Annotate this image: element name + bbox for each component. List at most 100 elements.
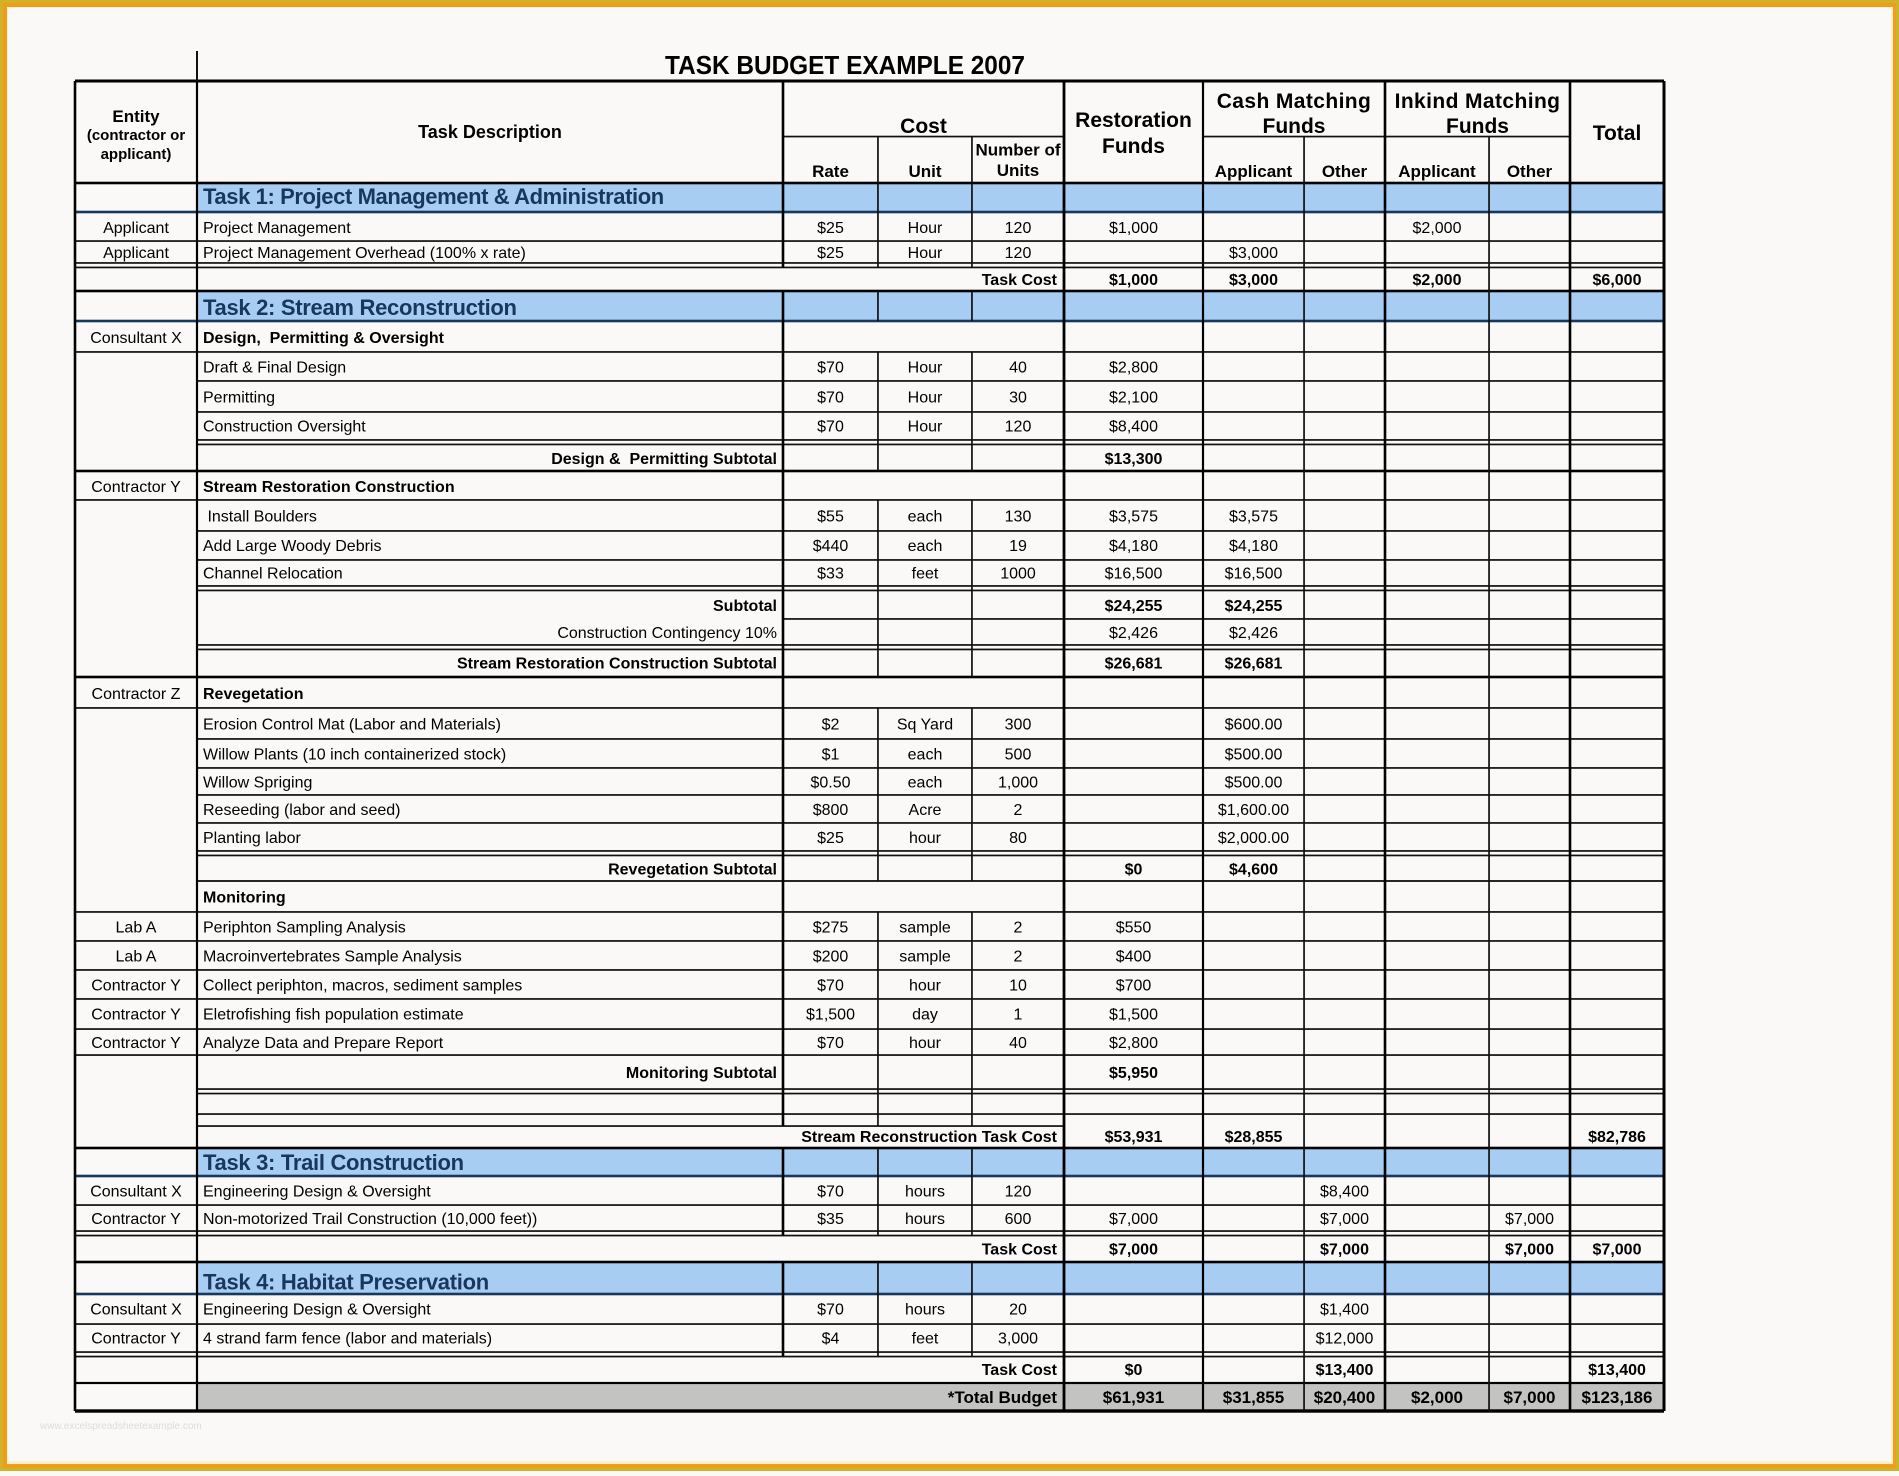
svg-text:hours: hours xyxy=(905,1184,945,1201)
svg-text:Other: Other xyxy=(1507,162,1553,181)
svg-text:each: each xyxy=(908,538,943,555)
svg-text:1000: 1000 xyxy=(1000,566,1036,583)
svg-text:Funds: Funds xyxy=(1102,135,1165,158)
svg-text:Project Management: Project Management xyxy=(203,220,351,237)
svg-text:$1,500: $1,500 xyxy=(806,1007,855,1024)
svg-text:Task Cost: Task Cost xyxy=(982,272,1058,289)
svg-text:$2,800: $2,800 xyxy=(1109,1035,1158,1052)
svg-text:Revegetation: Revegetation xyxy=(203,686,303,703)
svg-text:120: 120 xyxy=(1005,419,1032,436)
svg-text:sample: sample xyxy=(899,949,951,966)
svg-text:$24,255: $24,255 xyxy=(1105,598,1163,615)
svg-text:1: 1 xyxy=(1014,1007,1023,1024)
svg-text:$275: $275 xyxy=(813,920,849,937)
svg-text:Contractor Y: Contractor Y xyxy=(91,479,181,496)
svg-text:Consultant X: Consultant X xyxy=(90,1302,182,1319)
svg-text:*Total Budget: *Total Budget xyxy=(948,1388,1058,1407)
svg-text:Contractor Y: Contractor Y xyxy=(91,978,181,995)
svg-text:$33: $33 xyxy=(817,566,844,583)
svg-text:Contractor Y: Contractor Y xyxy=(91,1035,181,1052)
svg-text:Units: Units xyxy=(997,161,1040,180)
svg-text:19: 19 xyxy=(1009,538,1027,555)
svg-text:$600.00: $600.00 xyxy=(1225,717,1283,734)
svg-text:Hour: Hour xyxy=(908,419,943,436)
svg-text:4 strand farm fence (labor and: 4 strand farm fence (labor and materials… xyxy=(203,1331,492,1348)
svg-text:3,000: 3,000 xyxy=(998,1331,1038,1348)
svg-text:$500.00: $500.00 xyxy=(1225,747,1283,764)
svg-text:2: 2 xyxy=(1014,920,1023,937)
svg-text:Revegetation Subtotal: Revegetation Subtotal xyxy=(608,862,777,879)
svg-text:120: 120 xyxy=(1005,220,1032,237)
svg-text:Project Management Overhead (1: Project Management Overhead (100% x rate… xyxy=(203,245,526,262)
svg-text:Analyze Data and Prepare Repor: Analyze Data and Prepare Report xyxy=(203,1035,444,1052)
svg-text:$7,000: $7,000 xyxy=(1505,1211,1554,1228)
svg-text:Task Cost: Task Cost xyxy=(982,1362,1058,1379)
svg-text:$20,400: $20,400 xyxy=(1314,1388,1375,1407)
svg-text:Channel Relocation: Channel Relocation xyxy=(203,566,343,583)
svg-text:$61,931: $61,931 xyxy=(1103,1388,1164,1407)
svg-text:2: 2 xyxy=(1014,949,1023,966)
svg-text:$4,180: $4,180 xyxy=(1229,538,1278,555)
svg-text:feet: feet xyxy=(912,566,939,583)
svg-text:Applicant: Applicant xyxy=(103,220,169,237)
svg-text:$1,000: $1,000 xyxy=(1109,220,1158,237)
svg-text:Total: Total xyxy=(1593,122,1642,145)
svg-text:$550: $550 xyxy=(1116,920,1152,937)
svg-text:Hour: Hour xyxy=(908,220,943,237)
svg-text:hour: hour xyxy=(909,1035,942,1052)
svg-text:$200: $200 xyxy=(813,949,849,966)
svg-text:$4: $4 xyxy=(822,1331,840,1348)
svg-text:Draft & Final Design: Draft & Final Design xyxy=(203,360,346,377)
svg-text:$70: $70 xyxy=(817,1184,844,1201)
svg-text:$1,600.00: $1,600.00 xyxy=(1218,802,1289,819)
svg-text:Consultant X: Consultant X xyxy=(90,1184,182,1201)
svg-text:Design & Permitting Subtotal: Design & Permitting Subtotal xyxy=(551,451,777,468)
svg-text:Monitoring: Monitoring xyxy=(203,890,286,907)
svg-text:sample: sample xyxy=(899,920,951,937)
svg-text:Task 1: Project Management & A: Task 1: Project Management & Administrat… xyxy=(203,184,664,209)
svg-text:$26,681: $26,681 xyxy=(1105,656,1163,673)
svg-text:$16,500: $16,500 xyxy=(1225,566,1283,583)
svg-text:30: 30 xyxy=(1009,390,1027,407)
svg-text:Design, Permitting & Oversigh: Design, Permitting & Oversight xyxy=(203,330,445,347)
svg-text:120: 120 xyxy=(1005,245,1032,262)
svg-text:$53,931: $53,931 xyxy=(1105,1129,1163,1146)
svg-text:$2,800: $2,800 xyxy=(1109,360,1158,377)
svg-text:applicant): applicant) xyxy=(101,146,172,163)
svg-text:$123,186: $123,186 xyxy=(1582,1388,1653,1407)
svg-text:$24,255: $24,255 xyxy=(1225,598,1283,615)
svg-text:$440: $440 xyxy=(813,538,849,555)
svg-text:$1,500: $1,500 xyxy=(1109,1007,1158,1024)
svg-text:$7,000: $7,000 xyxy=(1320,1211,1369,1228)
svg-text:Subtotal: Subtotal xyxy=(713,598,777,615)
svg-text:80: 80 xyxy=(1009,830,1027,847)
svg-text:$7,000: $7,000 xyxy=(1320,1242,1369,1259)
svg-text:TASK BUDGET EXAMPLE 2007: TASK BUDGET EXAMPLE 2007 xyxy=(665,50,1025,80)
svg-text:$6,000: $6,000 xyxy=(1593,272,1642,289)
svg-text:$3,000: $3,000 xyxy=(1229,272,1278,289)
svg-text:$13,300: $13,300 xyxy=(1105,451,1163,468)
svg-text:each: each xyxy=(908,747,943,764)
svg-text:$26,681: $26,681 xyxy=(1225,656,1283,673)
svg-text:$25: $25 xyxy=(817,830,844,847)
svg-text:Acre: Acre xyxy=(909,802,942,819)
svg-text:$70: $70 xyxy=(817,1302,844,1319)
svg-text:$2,100: $2,100 xyxy=(1109,390,1158,407)
svg-text:2: 2 xyxy=(1014,802,1023,819)
svg-text:Monitoring Subtotal: Monitoring Subtotal xyxy=(626,1065,777,1082)
svg-text:Construction Oversight: Construction Oversight xyxy=(203,419,366,436)
svg-text:$800: $800 xyxy=(813,802,849,819)
svg-text:$25: $25 xyxy=(817,220,844,237)
svg-text:Periphton Sampling Analysis: Periphton Sampling Analysis xyxy=(203,920,406,937)
svg-text:10: 10 xyxy=(1009,978,1027,995)
svg-text:Rate: Rate xyxy=(812,162,849,181)
svg-text:Lab A: Lab A xyxy=(116,920,157,937)
svg-text:Willow Spriging: Willow Spriging xyxy=(203,775,312,792)
svg-text:20: 20 xyxy=(1009,1302,1027,1319)
svg-text:Applicant: Applicant xyxy=(1398,162,1476,181)
svg-text:Unit: Unit xyxy=(908,162,941,181)
svg-text:$8,400: $8,400 xyxy=(1320,1184,1369,1201)
svg-text:Contractor Y: Contractor Y xyxy=(91,1007,181,1024)
svg-text:$3,000: $3,000 xyxy=(1229,245,1278,262)
svg-text:$35: $35 xyxy=(817,1211,844,1228)
